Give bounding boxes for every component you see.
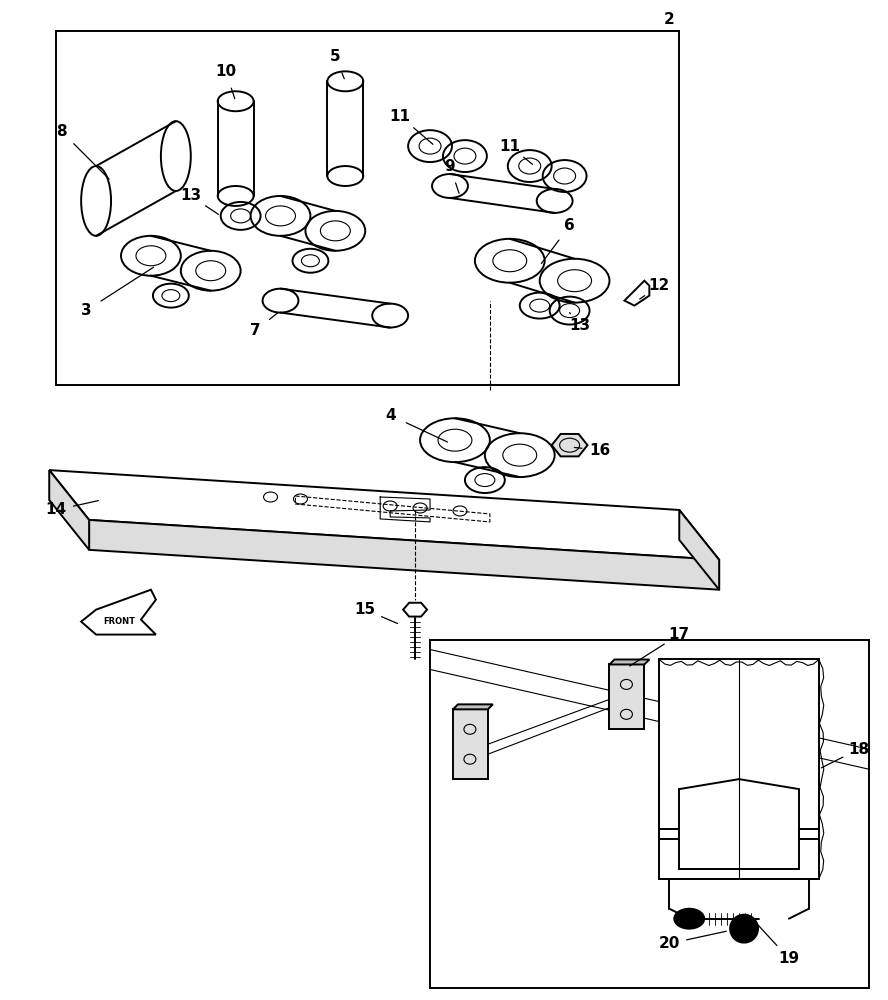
Polygon shape [551, 434, 588, 456]
Text: 18: 18 [848, 742, 869, 757]
Polygon shape [49, 470, 719, 560]
Polygon shape [403, 603, 427, 617]
Text: 6: 6 [564, 218, 575, 233]
Text: 19: 19 [779, 951, 799, 966]
Polygon shape [56, 31, 679, 385]
Polygon shape [453, 709, 488, 779]
Text: 13: 13 [569, 318, 591, 333]
Text: 4: 4 [385, 408, 395, 423]
Text: 9: 9 [445, 159, 456, 174]
Text: 11: 11 [390, 109, 410, 124]
Text: 2: 2 [664, 12, 675, 27]
Ellipse shape [674, 909, 704, 929]
Polygon shape [89, 520, 719, 590]
Polygon shape [609, 659, 649, 664]
Text: 7: 7 [250, 323, 261, 338]
Ellipse shape [730, 915, 758, 943]
Polygon shape [453, 704, 493, 709]
Text: 11: 11 [499, 139, 520, 154]
Text: 13: 13 [180, 188, 202, 203]
Text: 5: 5 [330, 49, 341, 64]
Text: 15: 15 [354, 602, 376, 617]
Polygon shape [609, 664, 645, 729]
Text: 10: 10 [215, 64, 236, 79]
Polygon shape [430, 640, 868, 988]
Polygon shape [81, 590, 156, 635]
Text: 20: 20 [659, 936, 680, 951]
Text: 14: 14 [45, 502, 67, 517]
Text: 3: 3 [81, 303, 91, 318]
Polygon shape [679, 510, 719, 590]
Text: 17: 17 [669, 627, 690, 642]
Text: 12: 12 [649, 278, 670, 293]
Polygon shape [49, 470, 89, 550]
Text: 8: 8 [56, 124, 67, 139]
Text: 16: 16 [589, 443, 610, 458]
Text: FRONT: FRONT [103, 617, 135, 626]
Polygon shape [659, 659, 819, 879]
